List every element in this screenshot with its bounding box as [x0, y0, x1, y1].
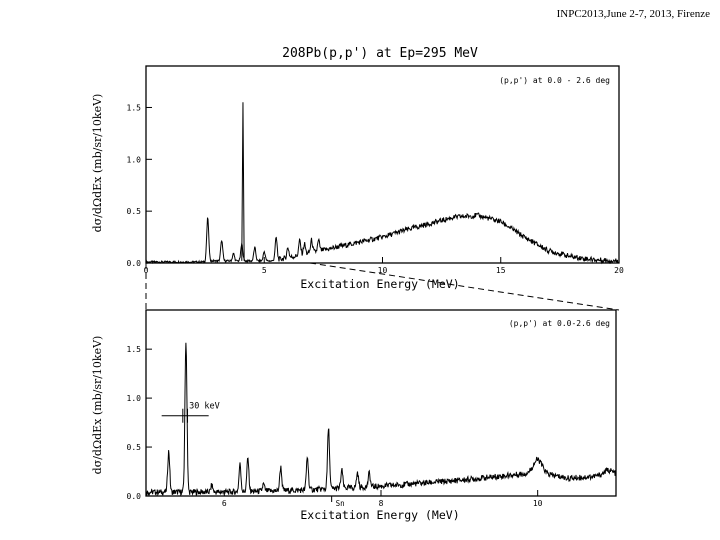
bottom-y-ticks: 0.0 0.5 1.0 1.5 — [127, 345, 152, 501]
bottom-x-ticks: 6 8 10 — [222, 490, 543, 508]
top-discrete-series — [241, 102, 245, 261]
bot-ytick-label-2: 1.0 — [127, 394, 142, 403]
top-xtick-label-3: 15 — [496, 266, 506, 275]
resolution-annotation: 30 keV — [189, 402, 220, 412]
bottom-spectrum-series — [145, 342, 617, 497]
slide-header: INPC2013,June 2-7, 2013, Firenze — [556, 8, 710, 20]
top-ytick-label-2: 1.0 — [127, 155, 142, 164]
top-chart-title: 208Pb(p,p') at Ep=295 MeV — [282, 46, 478, 61]
top-xtick-label-0: 0 — [144, 266, 149, 275]
sn-threshold-label: Sn — [336, 499, 345, 508]
top-legend-text: (p,p') at 0.0 - 2.6 deg — [499, 76, 610, 85]
top-continuum-series — [145, 212, 620, 265]
zoom-connector-right — [309, 262, 620, 311]
bot-xtick-label-0: 6 — [222, 499, 227, 508]
bottom-y-axis-label: dσ/dΩdEx (mb/sr/10keV) — [91, 336, 104, 475]
top-ytick-label-0: 0.0 — [127, 259, 142, 268]
top-x-axis-label: Excitation Energy (MeV) — [300, 277, 459, 291]
top-xtick-label-4: 20 — [614, 266, 624, 275]
bottom-legend-text: (p,p') at 0.0-2.6 deg — [509, 319, 610, 328]
bot-ytick-label-3: 1.5 — [127, 345, 142, 354]
top-plot-frame — [145, 65, 620, 264]
bottom-x-axis-label: Excitation Energy (MeV) — [300, 508, 459, 522]
top-spectrum-panel: 208Pb(p,p') at Ep=295 MeV (p,p') at 0.0 … — [91, 46, 624, 291]
bottom-spectrum-panel: (p,p') at 0.0-2.6 deg 0.00.51.01.5 6 8 10 … — [91, 309, 617, 522]
top-y-axis-label: dσ/dΩdEx (mb/sr/10keV) — [91, 94, 104, 233]
bot-ytick-label-1: 0.5 — [127, 443, 142, 452]
top-xtick-label-1: 5 — [262, 266, 267, 275]
top-xtick-label-2: 10 — [378, 266, 388, 275]
top-ytick-label-1: 0.5 — [127, 207, 142, 216]
bot-xtick-label-2: 10 — [533, 499, 543, 508]
bot-ytick-label-0: 0.0 — [127, 492, 142, 501]
top-x-ticks: 0 5 10 15 20 — [144, 257, 624, 275]
resolution-marker — [161, 408, 209, 423]
top-ytick-label-3: 1.5 — [127, 103, 142, 112]
bot-xtick-label-1: 8 — [379, 499, 384, 508]
top-y-ticks: 0.0 0.5 1.0 1.5 — [127, 103, 152, 268]
